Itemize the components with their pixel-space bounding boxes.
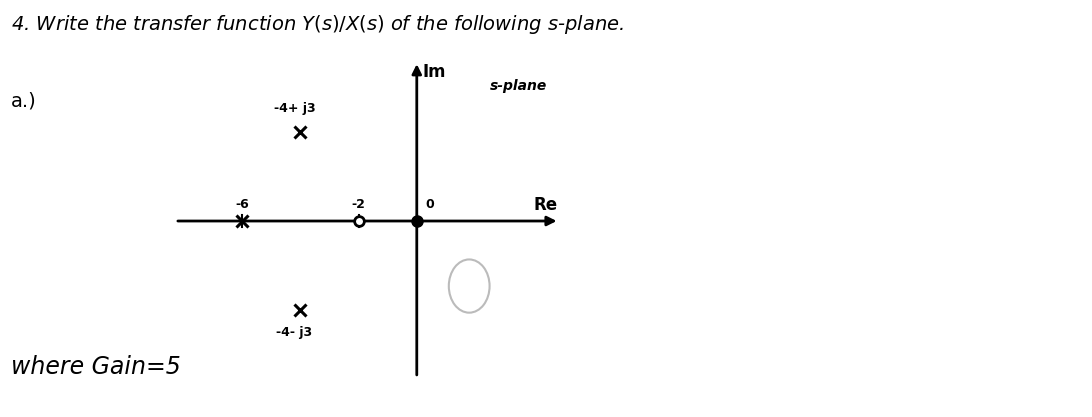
Text: -4- j3: -4- j3	[276, 326, 312, 339]
Text: 0: 0	[426, 198, 435, 211]
Text: -6: -6	[235, 198, 249, 211]
Text: -4+ j3: -4+ j3	[274, 102, 316, 115]
Text: Im: Im	[423, 63, 447, 81]
Text: -2: -2	[352, 198, 366, 211]
Text: a.): a.)	[11, 92, 37, 111]
Text: s-plane: s-plane	[490, 79, 547, 93]
Text: Re: Re	[534, 196, 558, 214]
Text: 4. Write the transfer function $Y(s)/X(s)$ of the following $s$-plane.: 4. Write the transfer function $Y(s)/X(s…	[11, 13, 624, 35]
Text: where Gain=5: where Gain=5	[11, 355, 180, 379]
